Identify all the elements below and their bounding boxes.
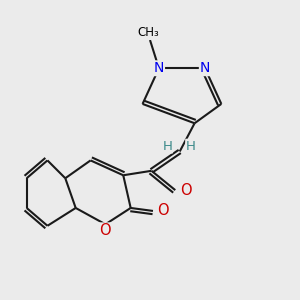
- Text: CH₃: CH₃: [138, 26, 159, 39]
- Text: O: O: [100, 223, 111, 238]
- Text: O: O: [157, 203, 168, 218]
- Text: O: O: [180, 183, 191, 198]
- Text: N: N: [154, 61, 164, 75]
- Text: N: N: [200, 61, 210, 75]
- Text: H: H: [162, 140, 172, 153]
- Text: H: H: [186, 140, 196, 153]
